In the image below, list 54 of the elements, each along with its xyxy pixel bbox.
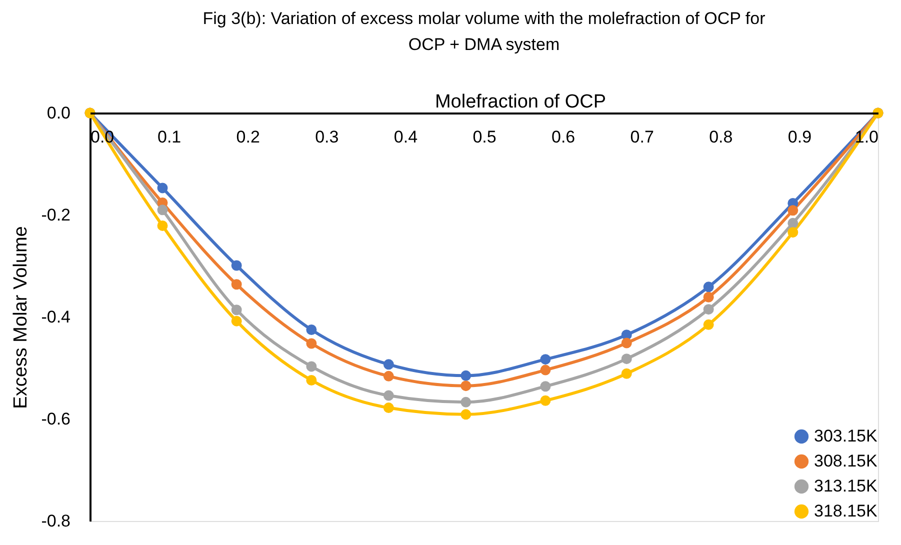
point	[540, 395, 551, 406]
point	[231, 304, 242, 316]
point	[621, 338, 632, 348]
y-tick-label: 0.0	[46, 104, 70, 122]
x-tick-label: 0.3	[315, 128, 339, 146]
point	[306, 361, 317, 372]
point	[231, 260, 242, 271]
point	[540, 354, 551, 365]
point	[460, 396, 472, 408]
x-tick-label: 0.2	[236, 128, 260, 146]
point	[703, 319, 714, 330]
point	[788, 205, 798, 216]
chart-title: Fig 3(b): Variation of excess molar volume with the molefraction of OCP for OCP + DMA system	[202, 9, 766, 54]
point	[460, 370, 472, 381]
point	[703, 304, 714, 315]
y-tick-label: -0.4	[41, 308, 70, 326]
legend-label: 308.15K	[814, 452, 878, 470]
y-axis-title: Excess Molar Volume	[10, 226, 32, 409]
point	[788, 227, 798, 238]
x-tick-label: 0.4	[394, 128, 418, 146]
x-tick-label: 0.8	[709, 128, 733, 146]
legend-label: 313.15K	[814, 476, 878, 496]
x-tick-label: 0.5	[472, 128, 496, 146]
y-tick-label: -0.2	[41, 206, 70, 224]
point	[231, 316, 242, 326]
point	[460, 380, 472, 392]
x-tick-label: 0.6	[551, 128, 576, 146]
point	[383, 402, 394, 414]
point	[231, 279, 242, 290]
point	[621, 368, 632, 379]
x-axis-title: Molefraction of OCP	[434, 92, 606, 112]
x-tick-label: 0.1	[157, 128, 182, 146]
point	[540, 381, 551, 392]
legend-label: 318.15K	[814, 502, 878, 520]
y-tick-label: -0.8	[41, 512, 70, 530]
legend-label: 303.15K	[814, 426, 878, 446]
x-tick-label: 0.9	[788, 128, 812, 146]
point	[306, 375, 317, 386]
point	[383, 359, 394, 370]
point	[460, 409, 472, 420]
point	[621, 354, 632, 364]
point	[383, 390, 394, 401]
point	[306, 338, 317, 349]
y-tick-label: -0.6	[41, 410, 70, 428]
x-tick-label: 0.7	[630, 128, 654, 146]
point	[540, 364, 551, 376]
point	[703, 292, 714, 302]
point	[306, 324, 317, 335]
point	[788, 218, 798, 228]
point	[157, 220, 168, 231]
point	[157, 182, 168, 194]
point	[157, 204, 168, 216]
point	[383, 370, 394, 382]
point	[703, 282, 714, 292]
